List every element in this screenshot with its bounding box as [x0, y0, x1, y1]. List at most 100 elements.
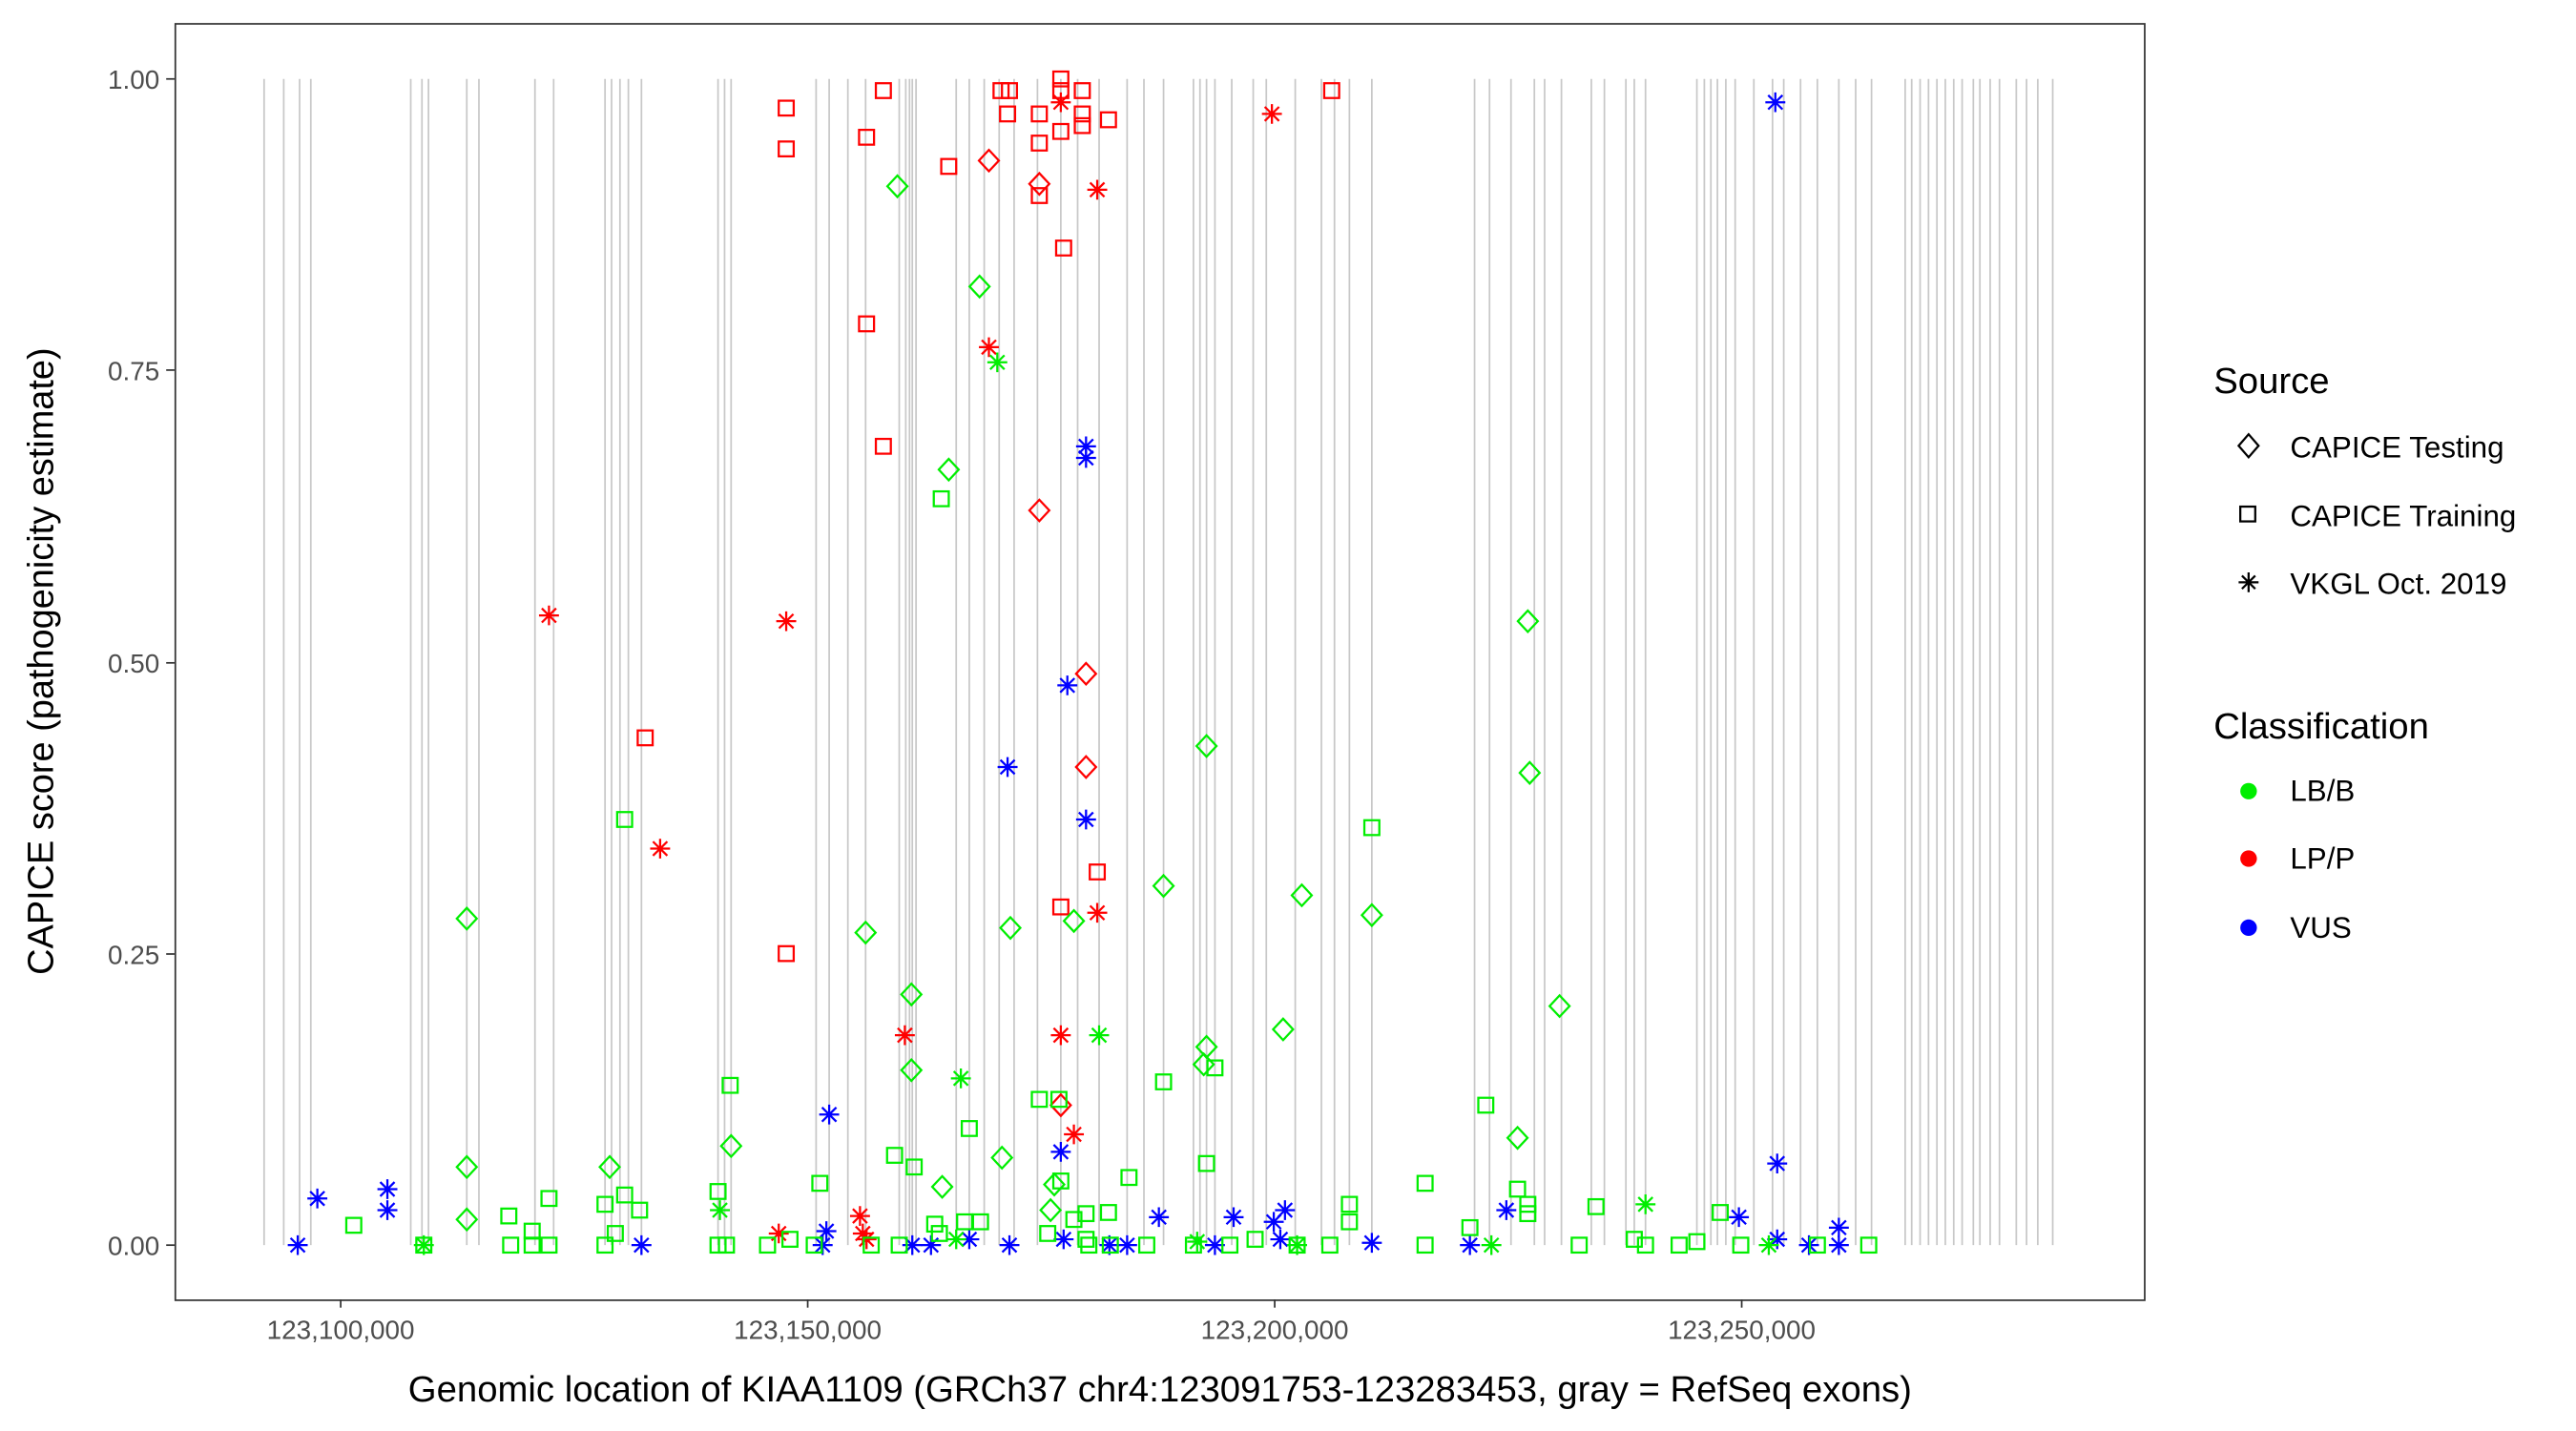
vkgl-asterisk-point — [631, 1234, 652, 1255]
training-square-point — [1206, 1059, 1224, 1077]
legend-source-title: Source — [2213, 361, 2329, 402]
training-square-point — [523, 1236, 541, 1255]
testing-diamond-point — [977, 148, 1001, 174]
training-square-point — [1808, 1236, 1826, 1255]
training-square-point — [905, 1158, 924, 1176]
training-square-point — [1688, 1233, 1706, 1251]
legend-source-label: CAPICE Testing — [2290, 430, 2503, 464]
training-square-point — [1712, 1204, 1730, 1221]
x-axis: 123,100,000 123,150,000 123,200,000 123,… — [267, 1299, 1816, 1344]
training-square-point — [596, 1195, 614, 1213]
training-square-point — [1477, 1096, 1495, 1114]
vkgl-asterisk-point — [1089, 1025, 1110, 1046]
testing-diamond-point — [1506, 1125, 1529, 1151]
y-tick-label: 0.00 — [108, 1232, 159, 1261]
testing-diamond-point — [455, 1154, 479, 1180]
legend-source-label: CAPICE Training — [2290, 500, 2516, 533]
testing-diamond-point — [1074, 755, 1098, 779]
training-square-point — [721, 1076, 739, 1094]
x-tick-label: 123,200,000 — [1201, 1316, 1349, 1345]
plot-panel-border — [174, 23, 2146, 1301]
vkgl-asterisk-point — [1263, 1212, 1284, 1233]
vkgl-asterisk-point — [1057, 675, 1078, 695]
training-square-point — [1625, 1231, 1643, 1248]
training-square-point — [615, 811, 634, 828]
testing-diamond-point — [900, 982, 924, 1007]
x-tick-label: 123,100,000 — [267, 1316, 415, 1345]
training-square-point — [540, 1236, 558, 1255]
training-square-point — [1080, 1236, 1098, 1255]
vkgl-asterisk-point — [776, 611, 797, 632]
legend-source-label: VKGL Oct. 2019 — [2290, 568, 2506, 601]
vkgl-asterisk-point — [921, 1234, 942, 1255]
vkgl-asterisk-point — [1149, 1207, 1170, 1228]
vkgl-asterisk-point — [307, 1188, 328, 1209]
testing-diamond-point — [937, 457, 961, 483]
training-square-point — [1732, 1236, 1750, 1255]
vkgl-asterisk-point — [816, 1221, 837, 1241]
testing-diamond-point — [1271, 1017, 1295, 1042]
training-square-point — [717, 1236, 736, 1255]
training-square-point — [1051, 70, 1070, 88]
legend-class-label: LB/B — [2290, 775, 2355, 808]
training-square-point — [999, 105, 1017, 123]
vkgl-asterisk-point — [710, 1200, 731, 1220]
vkgl-asterisk-point — [999, 1234, 1020, 1255]
vkgl-asterisk-point — [1828, 1217, 1849, 1238]
training-square-point — [344, 1216, 363, 1234]
training-square-point — [925, 1215, 944, 1234]
testing-diamond-point — [967, 274, 991, 300]
vkgl-asterisk-point — [1075, 447, 1096, 468]
training-square-point — [1519, 1205, 1537, 1223]
testing-diamond-point — [1548, 993, 1571, 1019]
vkgl-asterisk-point — [1050, 92, 1071, 113]
training-square-point — [1101, 1236, 1119, 1255]
testing-diamond-point — [999, 915, 1023, 941]
training-square-point — [1340, 1195, 1359, 1213]
training-square-point — [811, 1174, 829, 1192]
testing-diamond-point — [1518, 760, 1542, 785]
vkgl-asterisk-point — [1765, 92, 1786, 113]
testing-diamond-point — [990, 1145, 1014, 1171]
vkgl-asterisk-point — [1767, 1229, 1788, 1250]
vkgl-asterisk-point — [1187, 1232, 1208, 1252]
legend-class-label: VUS — [2290, 911, 2351, 944]
training-square-point — [1065, 1211, 1083, 1229]
vkgl-asterisk-point — [1361, 1233, 1382, 1254]
vkgl-asterisk-point — [856, 1229, 877, 1250]
training-square-point — [631, 1201, 649, 1219]
testing-diamond-point — [455, 1207, 479, 1233]
vkgl-asterisk-point — [768, 1223, 789, 1244]
y-tick-label: 0.25 — [108, 940, 159, 969]
training-square-point — [778, 99, 796, 117]
y-tick-label: 1.00 — [108, 65, 159, 94]
training-square-point — [932, 489, 950, 508]
vkgl-asterisk-point — [1223, 1207, 1244, 1228]
vkgl-asterisk-point — [1087, 179, 1108, 200]
training-square-point — [781, 1231, 799, 1248]
testing-diamond-point — [1360, 902, 1383, 928]
testing-diamond-point — [1062, 908, 1086, 934]
testing-diamond-point — [1152, 873, 1175, 899]
training-square-point — [971, 1213, 989, 1231]
training-square-point — [1039, 1225, 1057, 1242]
vkgl-asterisk-point — [1075, 436, 1096, 457]
vkgl-asterisk-point — [1087, 902, 1108, 923]
testing-diamond-point — [930, 1174, 954, 1199]
testing-diamond-point — [854, 920, 878, 945]
testing-diamond-point — [900, 1057, 924, 1083]
training-square-point — [636, 729, 654, 747]
training-square-point — [1001, 82, 1019, 99]
vkgl-asterisk-point — [1050, 1142, 1071, 1162]
vkgl-asterisk-point — [377, 1179, 398, 1199]
vkgl-asterisk-point — [979, 337, 999, 358]
training-square-point — [805, 1236, 823, 1255]
vkgl-asterisk-point — [1099, 1234, 1120, 1255]
y-axis-title: CAPICE score (pathogenicity estimate) — [21, 347, 62, 974]
training-square-point — [778, 140, 796, 157]
training-square-point — [1030, 135, 1049, 152]
testing-diamond-point — [1028, 171, 1051, 197]
training-square-point — [1099, 111, 1117, 129]
training-square-point — [1120, 1169, 1138, 1187]
vkgl-asterisk-point — [1204, 1234, 1225, 1255]
